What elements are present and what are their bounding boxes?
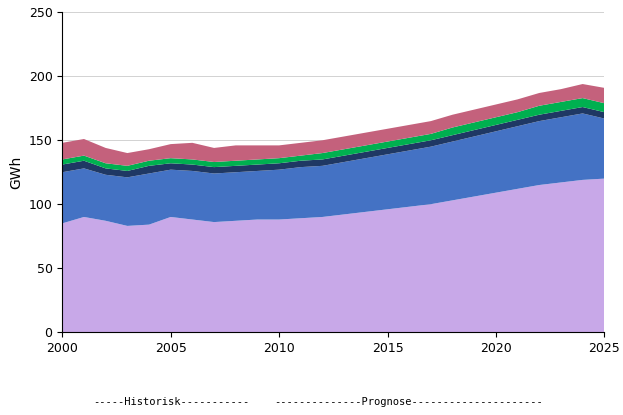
Text: -----Historisk-----------: -----Historisk----------- <box>93 397 250 407</box>
Y-axis label: GWh: GWh <box>9 156 23 189</box>
Text: --------------Prognose---------------------: --------------Prognose------------------… <box>274 397 543 407</box>
